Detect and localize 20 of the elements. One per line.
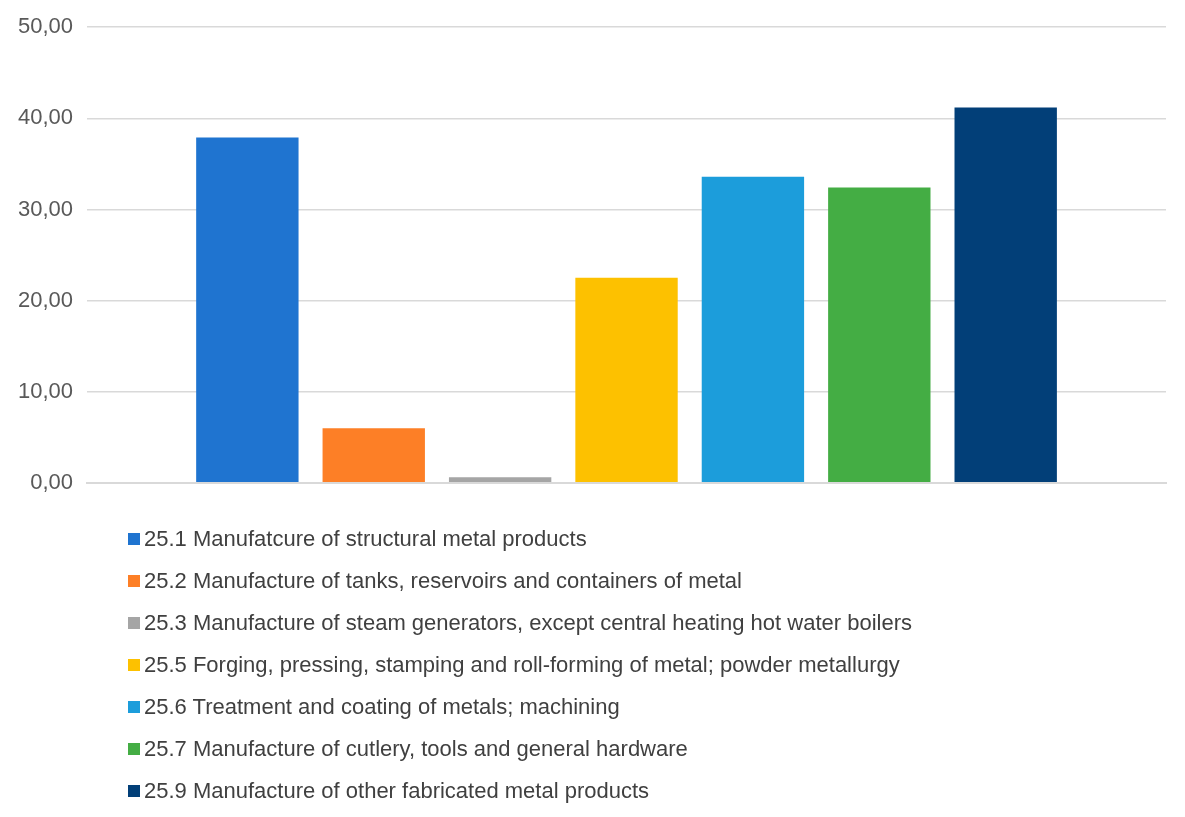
bar (196, 137, 299, 483)
y-tick-label: 20,00 (17, 286, 74, 312)
bar (701, 176, 805, 483)
legend-label: 25.1 Manufatcure of structural metal products (144, 526, 587, 552)
bar (828, 187, 931, 483)
legend-label: 25.7 Manufacture of cutlery, tools and general hardware (144, 736, 688, 762)
bar (954, 107, 1057, 483)
legend-label: 25.6 Treatment and coating of metals; machining (144, 694, 620, 720)
y-tick-label: 0,00 (30, 468, 74, 494)
y-tick-label: 30,00 (17, 195, 74, 221)
legend-label: 25.3 Manufacture of steam generators, except central heating hot water boilers (144, 610, 912, 636)
y-tick-label: 50,00 (17, 13, 74, 39)
y-tick-label: 10,00 (17, 377, 74, 403)
legend-label: 25.2 Manufacture of tanks, reservoirs and containers of metal (144, 568, 742, 594)
y-tick-label: 40,00 (17, 104, 74, 130)
bar (322, 428, 425, 483)
bar (575, 277, 678, 483)
legend-label: 25.5 Forging, pressing, stamping and roll-forming of metal; powder metallurgy (144, 652, 900, 678)
bar (448, 477, 552, 483)
legend-label: 25.9 Manufacture of other fabricated metal products (144, 778, 650, 804)
